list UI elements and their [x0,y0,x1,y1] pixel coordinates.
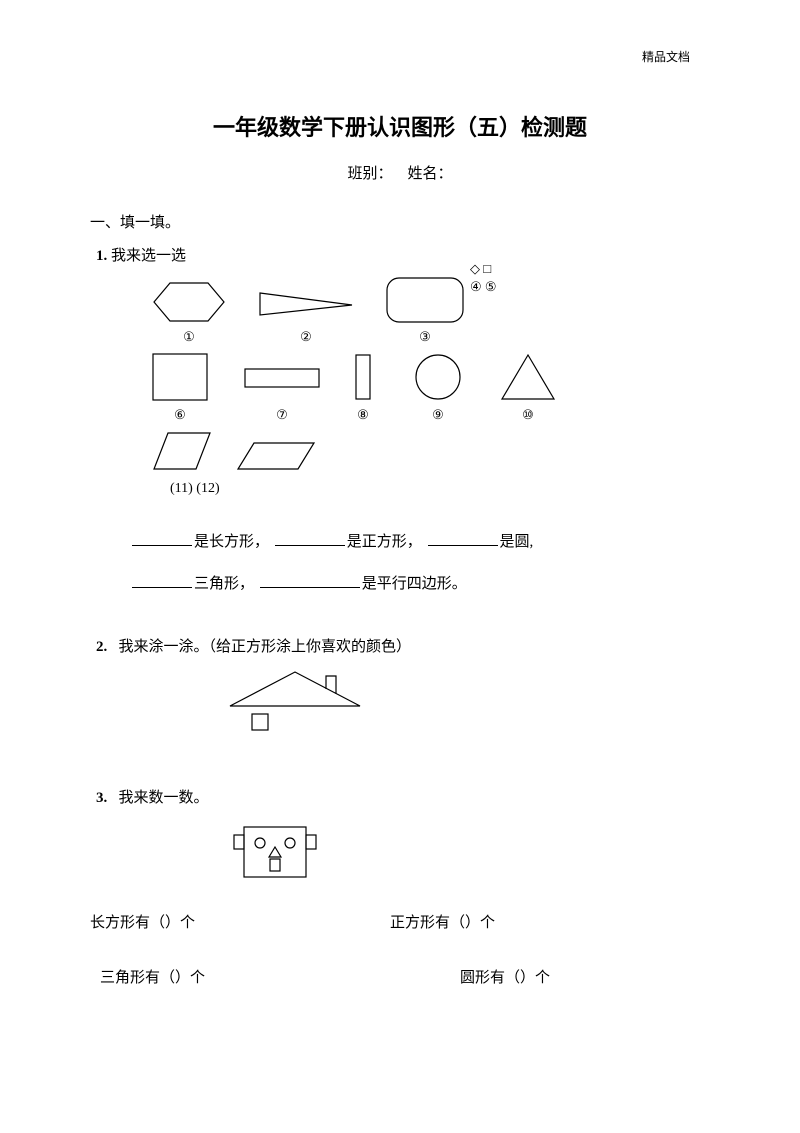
count-circle: 圆形有（）个 [460,966,550,987]
blank-1[interactable] [132,531,192,546]
q3-num: 3. [96,790,107,806]
small-line2: ④ ⑤ [470,278,497,296]
blank-5[interactable] [260,573,360,588]
q1-num: 1. [96,248,107,264]
shape-triangle [498,351,558,403]
fill-t1: 是长方形， [194,534,269,550]
shape-wide-rect [242,351,322,403]
fill-t2: 是正方形， [347,534,422,550]
page-title: 一年级数学下册认识图形（五）检测题 [90,110,710,142]
q3-head: 3. 我来数一数。 [96,786,710,807]
blank-3[interactable] [428,531,498,546]
header-watermark: 精品文档 [642,48,690,65]
q3-figure [220,817,710,887]
blank-4[interactable] [132,573,192,588]
q1-fill-lines: 是长方形， 是正方形， 是圆, 三角形， 是平行四边形。 [130,521,710,605]
count-rect: 长方形有（）个 [90,911,390,932]
class-label: 班别： [347,166,392,182]
q1-text: 我来选一选 [111,248,186,264]
small-line1: ◇ □ [470,260,497,278]
q3-text: 我来数一数。 [119,790,209,806]
q1-shapes: ① ② ③ ⑥ ⑦ [150,275,710,473]
q2-figure [220,666,710,736]
count-square: 正方形有（）个 [390,911,495,932]
count-triangle: 三角形有（）个 [100,966,400,987]
shape-hexagon [150,279,228,325]
label-9: ⑨ [432,407,444,423]
section-1-head: 一、填一填。 [90,211,710,232]
shape-parallelogram-2 [234,439,318,473]
label-10: ⑩ [522,407,534,423]
q3-count-row-1: 长方形有（）个 正方形有（）个 [90,911,710,932]
fill-t3: 是圆, [500,534,534,550]
blank-2[interactable] [275,531,345,546]
name-label: 姓名： [408,166,453,182]
label-8: ⑧ [357,407,369,423]
q2-head: 2. 我来涂一涂。（给正方形涂上你喜欢的颜色） [96,635,710,656]
shape-square [150,351,210,403]
label-3: ③ [419,329,431,345]
shape-long-triangle [256,285,356,325]
q2-text: 我来涂一涂。（给正方形涂上你喜欢的颜色） [119,639,412,655]
q1-head: 1. 我来选一选 [96,244,710,265]
fill-t4: 三角形， [194,576,254,592]
label-1: ① [183,329,195,345]
label-6: ⑥ [174,407,186,423]
q3-count-row-2: 三角形有（）个 圆形有（）个 [90,966,710,987]
fill-t5: 是平行四边形。 [362,576,467,592]
shape-tall-rect [348,351,378,403]
label-2: ② [300,329,312,345]
q1-small-symbols: ◇ □ ④ ⑤ [470,260,497,296]
label-7: ⑦ [276,407,288,423]
shape-rounded-rect [384,275,466,325]
q2-num: 2. [96,639,107,655]
subtitle: 班别： 姓名： [90,162,710,183]
q1-subnums: (11) (12) [170,481,710,497]
shape-circle [412,351,464,403]
shape-parallelogram-1 [150,429,214,473]
